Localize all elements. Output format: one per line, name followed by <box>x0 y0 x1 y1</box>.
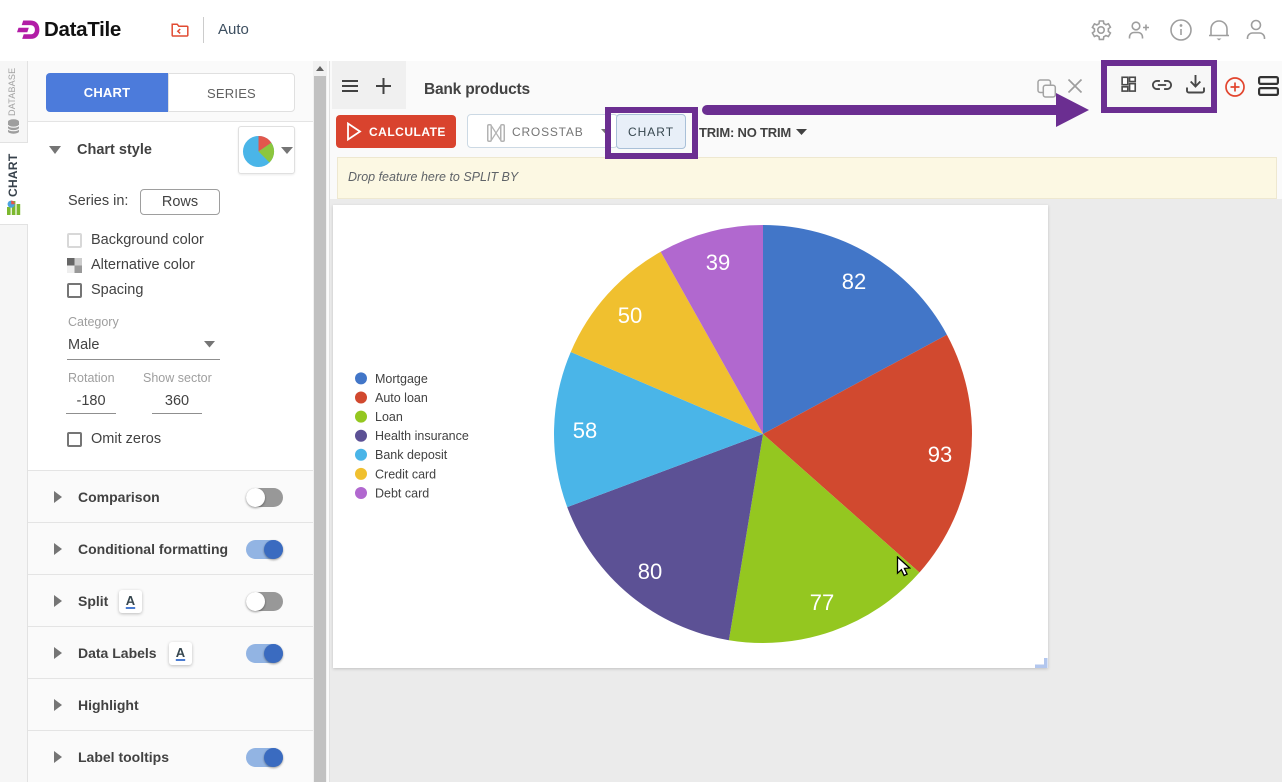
svg-text:Loan: Loan <box>375 410 403 424</box>
svg-text:Debt card: Debt card <box>375 486 429 500</box>
svg-text:77: 77 <box>810 590 834 615</box>
svg-text:Credit card: Credit card <box>375 467 436 481</box>
svg-text:58: 58 <box>573 418 597 443</box>
svg-text:93: 93 <box>928 442 952 467</box>
svg-text:Mortgage: Mortgage <box>375 372 428 386</box>
svg-text:82: 82 <box>842 269 866 294</box>
svg-text:50: 50 <box>618 303 642 328</box>
svg-text:Auto loan: Auto loan <box>375 391 428 405</box>
svg-text:80: 80 <box>638 559 662 584</box>
svg-text:39: 39 <box>706 250 730 275</box>
svg-text:Bank deposit: Bank deposit <box>375 448 448 462</box>
svg-text:Health insurance: Health insurance <box>375 429 469 443</box>
